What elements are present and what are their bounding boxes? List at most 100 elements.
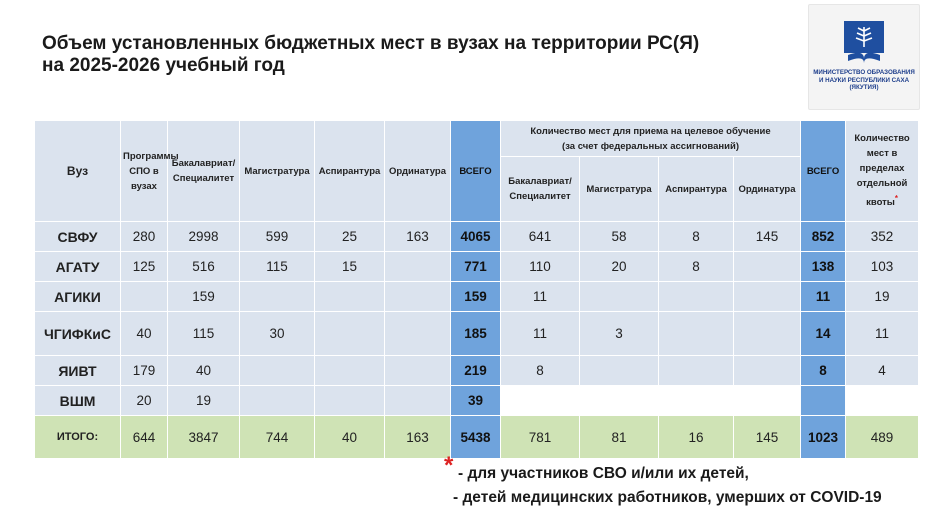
table-row: СВФУ 280 2998 599 25 163 4065 641 58 8 145 852 352 — [34, 221, 920, 252]
cell-asp — [314, 385, 385, 416]
cell-t-ord: 145 — [732, 221, 802, 252]
cell-t-bak — [500, 385, 580, 416]
col-header-target-group: Количество мест для приема на целевое об… — [499, 120, 802, 157]
col-header-aspirantura: Аспирантура — [314, 120, 385, 222]
page-title: Объем установленных бюджетных мест в вуз… — [42, 33, 699, 77]
kvota-label: Количество мест в пределах отдельной кво… — [854, 133, 910, 209]
cell-t-mag — [579, 385, 659, 416]
row-label-vuz: ВШМ — [34, 385, 121, 416]
cell-t-bak: 8 — [500, 355, 580, 386]
cell-t-vsego: 8 — [800, 355, 847, 386]
cell-vsego: 39 — [450, 385, 501, 416]
cell-kvota: 103 — [845, 251, 920, 282]
col-header-kvota: Количество мест в пределах отдельной кво… — [845, 120, 920, 222]
cell-mag: 599 — [239, 221, 315, 252]
row-label-vuz: ЯИВТ — [34, 355, 121, 386]
header-row-2: Бакалавриат/ Специалитет Магистратура Ас… — [35, 156, 919, 222]
cell-ord — [384, 311, 451, 356]
title-line-2: на 2025-2026 учебный год — [42, 55, 285, 76]
cell-mag — [239, 385, 315, 416]
cell-vsego: 185 — [450, 311, 501, 356]
cell-ord — [384, 355, 451, 386]
cell-vsego: 771 — [450, 251, 501, 282]
col-header-ordinatura: Ординатура — [384, 120, 451, 222]
cell-t-vsego: 1023 — [800, 415, 847, 459]
col-header-target-magistratura: Магистратура — [579, 156, 659, 222]
col-header-target-vsego: ВСЕГО — [800, 120, 847, 222]
ministry-logo: МИНИСТЕРСТВО ОБРАЗОВАНИЯ И НАУКИ РЕСПУБЛ… — [808, 4, 920, 110]
cell-t-bak: 11 — [500, 311, 580, 356]
cell-bak: 159 — [167, 281, 240, 312]
cell-t-asp — [658, 281, 734, 312]
table-row: АГИКИ 159 159 11 11 19 — [34, 281, 920, 312]
col-header-target-bakalavriat: Бакалавриат/ Специалитет — [500, 156, 580, 222]
cell-kvota: 489 — [845, 415, 920, 459]
cell-ord — [384, 251, 451, 282]
row-label-vuz: АГАТУ — [34, 251, 121, 282]
title-line-1: Объем установленных бюджетных мест в вуз… — [42, 33, 700, 54]
cell-spo: 40 — [120, 311, 168, 356]
col-header-vsego: ВСЕГО — [450, 120, 501, 222]
cell-t-ord — [732, 281, 802, 312]
header-row-1: Вуз Программы СПО в вузах Бакалавриат/ С… — [34, 120, 920, 222]
cell-t-ord — [732, 311, 802, 356]
cell-vsego: 4065 — [450, 221, 501, 252]
footnote-line-2: - детей медицинских работников, умерших … — [453, 489, 882, 506]
cell-t-mag: 58 — [579, 221, 659, 252]
col-header-spo: Программы СПО в вузах — [120, 120, 179, 222]
cell-mag: 115 — [239, 251, 315, 282]
footnote-asterisk: * — [444, 452, 454, 479]
cell-t-vsego: 14 — [800, 311, 847, 356]
cell-bak: 3847 — [167, 415, 240, 459]
cell-mag — [239, 355, 315, 386]
cell-t-vsego: 11 — [800, 281, 847, 312]
cell-asp: 40 — [314, 415, 385, 459]
cell-bak: 115 — [167, 311, 240, 356]
cell-t-asp — [658, 355, 734, 386]
cell-t-mag: 20 — [579, 251, 659, 282]
cell-t-asp: 16 — [658, 415, 734, 459]
table-row: ВШМ 20 19 39 — [34, 385, 920, 416]
cell-t-ord — [732, 355, 802, 386]
cell-kvota: 4 — [845, 355, 920, 386]
cell-t-mag: 3 — [579, 311, 659, 356]
table-row: АГАТУ 125 516 115 15 771 110 20 8 138 103 — [34, 251, 920, 282]
cell-ord: 163 — [384, 221, 451, 252]
cell-asp — [314, 311, 385, 356]
logo-text: МИНИСТЕРСТВО ОБРАЗОВАНИЯ И НАУКИ РЕСПУБЛ… — [813, 69, 915, 91]
cell-kvota — [845, 385, 920, 416]
table-row: ЯИВТ 179 40 219 8 8 4 — [34, 355, 920, 386]
cell-spo — [120, 281, 168, 312]
kvota-asterisk: * — [894, 194, 898, 204]
cell-mag — [239, 281, 315, 312]
col-header-magistratura: Магистратура — [239, 120, 315, 222]
cell-asp — [314, 281, 385, 312]
cell-bak: 516 — [167, 251, 240, 282]
cell-t-asp — [658, 385, 734, 416]
cell-vsego: 159 — [450, 281, 501, 312]
col-header-target-aspirantura: Аспирантура — [658, 156, 734, 222]
table-row: ЧГИФКиС 40 115 30 185 11 3 14 11 — [34, 311, 920, 356]
cell-t-ord — [732, 251, 802, 282]
cell-spo: 179 — [120, 355, 168, 386]
cell-vsego: 219 — [450, 355, 501, 386]
col-header-bakalavriat: Бакалавриат/ Специалитет — [167, 120, 240, 222]
footnote-line-1: - для участников СВО и/или их детей, — [458, 465, 749, 482]
cell-spo: 280 — [120, 221, 168, 252]
row-label-vuz: ЧГИФКиС — [34, 311, 121, 356]
cell-spo: 644 — [120, 415, 168, 459]
budget-places-table: Вуз Программы СПО в вузах Бакалавриат/ С… — [34, 120, 920, 459]
cell-bak: 2998 — [167, 221, 240, 252]
cell-t-vsego: 852 — [800, 221, 847, 252]
total-row: ИТОГО: 644 3847 744 40 163 5438 781 81 16 145 1023 4… — [34, 415, 920, 459]
col-header-vuz: Вуз — [34, 120, 121, 222]
cell-t-bak: 781 — [500, 415, 580, 459]
cell-kvota: 352 — [845, 221, 920, 252]
cell-t-vsego: 138 — [800, 251, 847, 282]
cell-bak: 40 — [167, 355, 240, 386]
row-label-vuz: АГИКИ — [34, 281, 121, 312]
cell-t-ord: 145 — [732, 415, 802, 459]
cell-mag: 30 — [239, 311, 315, 356]
cell-bak: 19 — [167, 385, 240, 416]
cell-t-mag: 81 — [579, 415, 659, 459]
